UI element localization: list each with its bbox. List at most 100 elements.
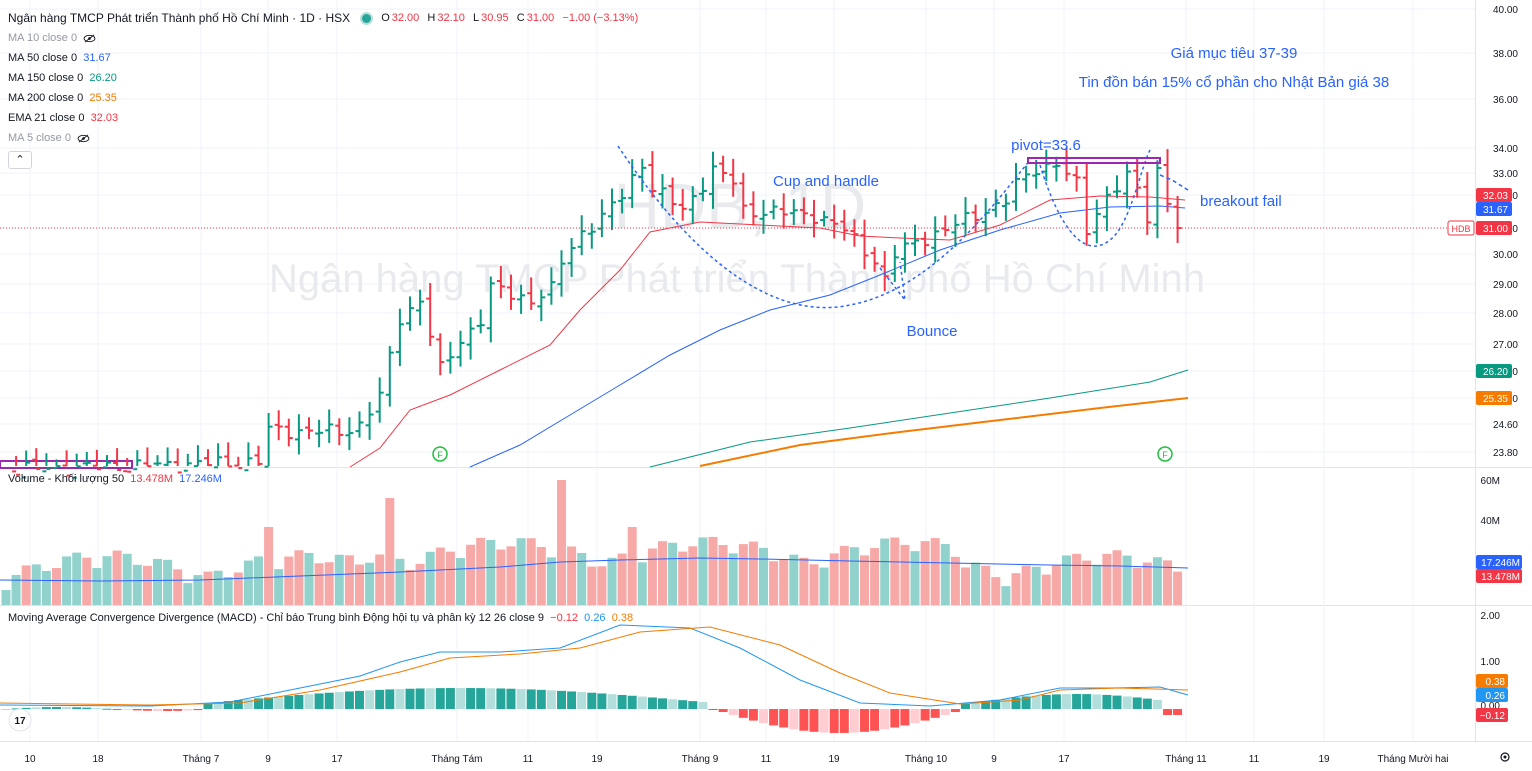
volume-bar [668, 542, 678, 605]
macd-hist-bar [1, 709, 11, 710]
macd-hist-bar [728, 709, 738, 715]
volume-bar [526, 538, 536, 605]
macd-hist-bar [950, 709, 960, 713]
volume-bar [961, 567, 970, 605]
volume-bar [445, 551, 455, 605]
macd-hist-bar [41, 707, 51, 709]
financial-marker-label: F [437, 450, 443, 460]
macd-hist-bar [738, 709, 748, 718]
price-tag [1476, 188, 1512, 202]
ma200-line [699, 397, 1189, 467]
volume-bar [536, 546, 546, 605]
price-tag [1476, 364, 1512, 378]
volume-bar [1122, 555, 1132, 605]
macd-hist-bar [759, 709, 768, 724]
volume-bar [981, 565, 991, 605]
macd-hist-bar [112, 709, 122, 710]
volume-bar [435, 547, 445, 605]
time-tick: 19 [591, 754, 603, 765]
volume-bar [375, 554, 385, 605]
macd-hist-bar [658, 698, 667, 709]
volume-bar [122, 553, 132, 605]
macd-hist-bar [647, 697, 657, 709]
symbol-title[interactable]: Ngân hàng TMCP Phát triển Thành phố Hồ C… [8, 11, 351, 25]
macd-hist-bar [223, 701, 233, 709]
volume-bar [324, 562, 334, 605]
volume-bar [688, 546, 698, 605]
macd-hist-bar [779, 709, 789, 728]
macd-hist-bar [425, 688, 435, 709]
macd-hist-bar [1092, 694, 1102, 709]
chevron-up-icon[interactable]: ⌃ [8, 151, 32, 169]
volume-legend: Volume - Khối lượng 50 13.478M 17.246M [8, 473, 222, 485]
eye-crossed-icon[interactable] [83, 34, 96, 43]
macd-hist-bar [536, 689, 546, 709]
time-tick: 19 [828, 754, 840, 765]
chart-legend: Ngân hàng TMCP Phát triển Thành phố Hồ C… [8, 8, 640, 169]
volume-bar [52, 568, 61, 605]
indicator-ma200[interactable]: MA 200 close 0 [8, 92, 84, 104]
price-tick: 34.00 [1493, 144, 1518, 155]
volume-bar [223, 577, 233, 605]
volume-bar [647, 548, 657, 605]
volume-bar [900, 544, 910, 605]
macd-hist-bar [52, 707, 61, 709]
ma50-line [469, 205, 1186, 468]
indicator-ma50[interactable]: MA 50 close 0 [8, 52, 78, 64]
macd-hist-bar [789, 709, 799, 730]
volume-bar [819, 567, 829, 605]
bounce-path [879, 261, 907, 303]
price-tag-label: 31.00 [1483, 224, 1508, 235]
tradingview-logo[interactable]: 17 [8, 708, 32, 732]
macd-hist-bar [334, 692, 344, 709]
volume-bar [950, 556, 960, 605]
settings-icon[interactable] [1500, 752, 1510, 762]
macd-hist-bar [668, 699, 678, 709]
volume-bar [163, 559, 173, 605]
macd-hist-bar [516, 689, 526, 709]
volume-bar [385, 498, 395, 605]
volume-bar [254, 556, 263, 605]
macd-tag [1476, 674, 1508, 688]
macd-tag [1476, 688, 1508, 702]
volume-bar [617, 553, 627, 605]
price-tick: 29.00 [1493, 280, 1518, 291]
price-bars [12, 147, 1182, 479]
price-tag [1476, 391, 1512, 405]
volume-bar [92, 567, 102, 605]
price-tick: 40.00 [1493, 5, 1518, 16]
price-tick: 27.00 [1493, 340, 1518, 351]
volume-bar [910, 551, 920, 605]
ticker-tag-label: HDB [1451, 224, 1470, 234]
price-tick: 24.60 [1493, 420, 1518, 431]
volume-bar [759, 547, 768, 605]
time-tick: 17 [1058, 754, 1070, 765]
indicator-ma5[interactable]: MA 5 close 0 [8, 132, 71, 144]
macd-hist-bar [1102, 694, 1112, 709]
volume-bar [1173, 571, 1183, 605]
macd-hist-bar [264, 697, 274, 709]
macd-hist-bar [62, 707, 72, 709]
volume-bar [748, 541, 758, 605]
eye-crossed-icon[interactable] [77, 134, 90, 143]
macd-hist-bar [1041, 694, 1051, 709]
indicator-ma150[interactable]: MA 150 close 0 [8, 72, 84, 84]
volume-bar [314, 563, 324, 605]
volume-bar [274, 569, 284, 605]
time-tick: Tháng Mười hai [1377, 754, 1448, 765]
volume-bar [870, 548, 880, 605]
volume-bar [678, 551, 688, 605]
axes: 40.0038.0036.0034.0033.0032.0031.0030.00… [24, 5, 1522, 765]
macd-hist-bar [405, 688, 415, 709]
settings-ring [1500, 752, 1510, 762]
volume-bar [41, 570, 51, 605]
logo-circle [8, 708, 32, 732]
macd-hist-bar [132, 709, 142, 711]
volume-bar [1, 590, 11, 605]
indicator-ma10[interactable]: MA 10 close 0 [8, 32, 78, 44]
macd-hist-bar [355, 690, 364, 709]
indicator-ema21[interactable]: EMA 21 close 0 [8, 112, 85, 124]
macd-hist-bar [627, 695, 637, 709]
